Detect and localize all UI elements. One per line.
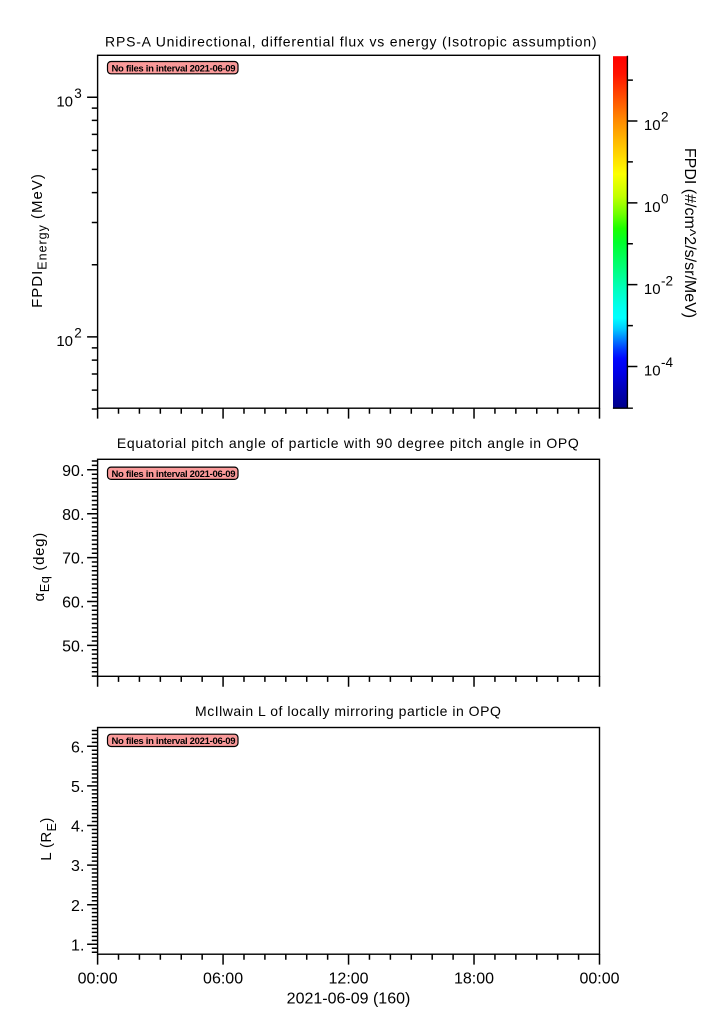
svg-text:No files in interval 2021-06-0: No files in interval 2021-06-09: [112, 63, 236, 74]
svg-text:-2: -2: [661, 273, 673, 288]
svg-text:18:00: 18:00: [454, 971, 494, 988]
svg-text:RPS-A Unidirectional, differen: RPS-A Unidirectional, differential flux …: [105, 33, 597, 49]
svg-text:10: 10: [644, 117, 661, 134]
svg-text:12:00: 12:00: [329, 971, 369, 988]
svg-text:10: 10: [56, 93, 73, 110]
svg-text:0: 0: [661, 191, 669, 206]
svg-text:2: 2: [661, 110, 669, 125]
svg-text:2021-06-09 (160): 2021-06-09 (160): [287, 990, 411, 1007]
svg-text:10: 10: [644, 281, 661, 298]
svg-text:10: 10: [56, 333, 73, 350]
svg-text:FPDI (#/cm^2/s/sr/MeV): FPDI (#/cm^2/s/sr/MeV): [681, 148, 698, 318]
svg-text:No files in interval 2021-06-0: No files in interval 2021-06-09: [112, 736, 236, 747]
svg-text:90.: 90.: [62, 463, 84, 480]
svg-text:3.: 3.: [71, 858, 84, 875]
svg-text:FPDIEnergy (MeV): FPDIEnergy (MeV): [29, 173, 50, 308]
svg-text:50.: 50.: [62, 639, 84, 656]
svg-text:00:00: 00:00: [579, 971, 619, 988]
svg-text:06:00: 06:00: [203, 971, 243, 988]
svg-text:2: 2: [74, 326, 82, 341]
svg-text:3: 3: [74, 86, 82, 101]
svg-text:Equatorial pitch angle of part: Equatorial pitch angle of particle with …: [117, 435, 580, 451]
svg-text:70.: 70.: [62, 551, 84, 568]
svg-text:1.: 1.: [71, 937, 84, 954]
svg-text:McIlwain L of locally mirrorin: McIlwain L of locally mirroring particle…: [195, 703, 501, 719]
svg-text:80.: 80.: [62, 507, 84, 524]
svg-text:5.: 5.: [71, 779, 84, 796]
svg-text:00:00: 00:00: [78, 971, 118, 988]
svg-text:6.: 6.: [71, 739, 84, 756]
svg-text:10: 10: [644, 363, 661, 380]
svg-text:-4: -4: [661, 355, 673, 370]
svg-text:2.: 2.: [71, 898, 84, 915]
svg-text:10: 10: [644, 199, 661, 216]
svg-text:60.: 60.: [62, 595, 84, 612]
svg-text:4.: 4.: [71, 819, 84, 836]
svg-text:No files in interval 2021-06-0: No files in interval 2021-06-09: [112, 469, 236, 480]
